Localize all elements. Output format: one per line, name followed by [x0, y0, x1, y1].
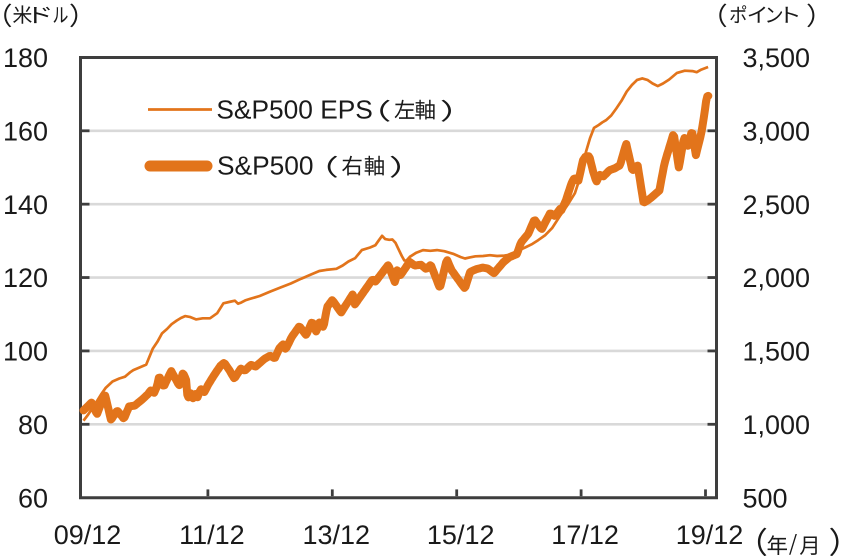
svg-text:S&P500: S&P500 — [217, 150, 314, 180]
svg-text:S&P500 EPS: S&P500 EPS — [216, 94, 372, 124]
svg-text:140: 140 — [3, 190, 48, 220]
svg-text:3,000: 3,000 — [743, 117, 811, 147]
svg-text:1,000: 1,000 — [743, 410, 811, 440]
svg-text:13/12: 13/12 — [303, 520, 371, 550]
svg-text:180: 180 — [3, 43, 48, 73]
svg-text:100: 100 — [3, 337, 48, 367]
svg-text:500: 500 — [743, 483, 788, 513]
svg-text:120: 120 — [3, 263, 48, 293]
svg-text:3,500: 3,500 — [743, 43, 811, 73]
svg-text:2,500: 2,500 — [743, 190, 811, 220]
svg-text:11/12: 11/12 — [179, 520, 245, 550]
svg-text:1,500: 1,500 — [743, 337, 811, 367]
svg-text:15/12: 15/12 — [427, 520, 495, 550]
svg-text:17/12: 17/12 — [551, 520, 619, 550]
svg-text:160: 160 — [3, 117, 48, 147]
svg-text:19/12: 19/12 — [676, 520, 744, 550]
svg-text:2,000: 2,000 — [743, 263, 811, 293]
svg-text:09/12: 09/12 — [54, 520, 122, 550]
svg-text:80: 80 — [18, 410, 48, 440]
svg-text:60: 60 — [18, 483, 48, 513]
